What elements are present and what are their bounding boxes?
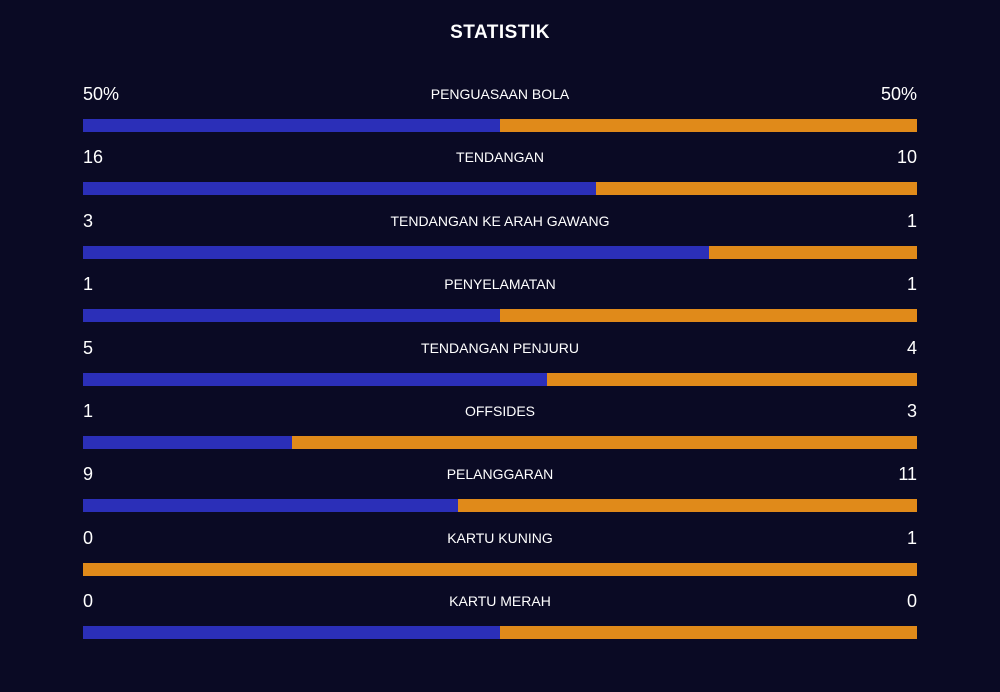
stat-row-corners: 5 TENDANGAN PENJURU 4 — [83, 336, 917, 399]
home-value: 0 — [83, 591, 94, 612]
stat-label: KARTU MERAH — [449, 593, 551, 610]
stat-row-saves: 1 PENYELAMATAN 1 — [83, 272, 917, 335]
stat-label: PENGUASAAN BOLA — [430, 86, 570, 102]
away-value: 1 — [906, 527, 917, 548]
away-bar — [500, 309, 917, 323]
home-bar — [83, 626, 500, 640]
home-bar — [83, 119, 500, 132]
stat-row-red-cards: 0 KARTU MERAH 0 — [83, 589, 917, 652]
stats-list: 50% PENGUASAAN BOLA 50% 16 TENDANGAN 10 — [83, 82, 917, 653]
away-value: 1 — [906, 210, 917, 231]
stat-label: KARTU KUNING — [447, 529, 553, 546]
comparison-bar — [83, 372, 917, 386]
comparison-bar — [83, 182, 917, 196]
home-value: 1 — [83, 400, 94, 421]
away-value: 4 — [906, 337, 917, 358]
away-value: 1 — [906, 274, 917, 295]
home-value: 0 — [83, 527, 94, 548]
away-value: 0 — [906, 591, 917, 612]
away-bar — [595, 182, 917, 196]
home-bar — [83, 182, 596, 196]
home-bar — [83, 245, 709, 259]
home-bar — [83, 499, 459, 513]
away-bar — [546, 372, 917, 386]
comparison-bar — [83, 626, 917, 640]
stat-row-possession: 50% PENGUASAAN BOLA 50% — [83, 82, 917, 145]
stat-label: PELANGGARAN — [446, 466, 554, 483]
comparison-bar — [83, 309, 917, 323]
home-bar — [83, 435, 292, 449]
away-value: 3 — [906, 400, 917, 421]
away-bar — [708, 245, 917, 259]
home-value: 3 — [83, 210, 94, 231]
comparison-bar — [83, 245, 917, 259]
stat-row-yellow-cards: 0 KARTU KUNING 1 — [83, 526, 917, 589]
away-bar — [83, 562, 917, 576]
away-bar — [500, 119, 917, 132]
away-bar — [500, 626, 917, 640]
home-value: 5 — [83, 337, 94, 358]
home-value: 16 — [83, 147, 104, 168]
away-bar — [291, 435, 917, 449]
panel-title: STATISTIK — [450, 22, 550, 43]
stat-label: TENDANGAN KE ARAH GAWANG — [390, 212, 610, 229]
comparison-bar — [83, 562, 917, 576]
stat-row-shots-on-target: 3 TENDANGAN KE ARAH GAWANG 1 — [83, 209, 917, 272]
home-value: 50% — [83, 84, 120, 104]
home-bar — [83, 372, 547, 386]
comparison-bar — [83, 499, 917, 513]
stat-label: OFFSIDES — [464, 402, 535, 419]
home-value: 1 — [83, 274, 94, 295]
away-value: 10 — [896, 147, 917, 168]
away-bar — [458, 499, 917, 513]
comparison-bar — [83, 435, 917, 449]
home-bar — [83, 309, 500, 323]
stat-label: TENDANGAN PENJURU — [421, 339, 579, 356]
away-value: 50% — [880, 84, 917, 104]
away-value: 11 — [898, 464, 917, 485]
stat-row-shots: 16 TENDANGAN 10 — [83, 145, 917, 208]
stat-label: TENDANGAN — [456, 149, 544, 166]
stat-row-fouls: 9 PELANGGARAN 11 — [83, 462, 917, 525]
home-value: 9 — [83, 464, 94, 485]
stat-label: PENYELAMATAN — [444, 276, 556, 293]
comparison-bar — [83, 119, 917, 132]
stat-row-offsides: 1 OFFSIDES 3 — [83, 399, 917, 462]
